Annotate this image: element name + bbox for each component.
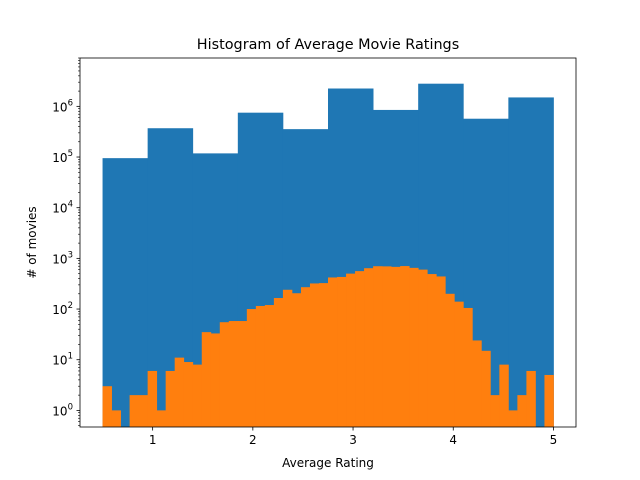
histogram-bar xyxy=(544,374,554,427)
histogram-bar xyxy=(364,268,374,427)
histogram-bar xyxy=(282,289,293,427)
x-axis-label: Average Rating xyxy=(282,456,374,470)
x-tick-label: 2 xyxy=(249,433,257,447)
x-axis-ticks: 1 2 3 4 5 xyxy=(149,427,557,447)
histogram-bar xyxy=(165,370,176,427)
y-axis-label: # of movies xyxy=(25,206,39,278)
histogram-bar xyxy=(291,293,302,427)
histogram-bar xyxy=(445,293,455,427)
histogram-bar xyxy=(490,395,500,427)
x-tick-label: 1 xyxy=(149,433,157,447)
histogram-bar xyxy=(373,266,383,427)
histogram-bar xyxy=(309,283,320,427)
histogram-bar xyxy=(138,395,149,427)
histogram-bar xyxy=(300,287,311,427)
histogram-bar xyxy=(463,307,473,427)
histogram-bar xyxy=(346,273,356,427)
histogram-bar xyxy=(237,321,248,427)
histogram-bar xyxy=(400,266,410,427)
series-2-bars xyxy=(102,266,554,427)
histogram-bar xyxy=(391,266,401,427)
histogram-bar xyxy=(318,283,329,427)
histogram-bar xyxy=(111,410,121,427)
histogram-bar xyxy=(156,410,167,427)
x-tick-label: 4 xyxy=(449,433,457,447)
histogram-bar xyxy=(273,298,284,427)
x-tick-label: 3 xyxy=(349,433,357,447)
histogram-bar xyxy=(427,274,437,427)
histogram-bar xyxy=(328,277,338,427)
histogram-bar xyxy=(526,370,536,427)
histogram-bar xyxy=(481,350,491,427)
histogram-bar xyxy=(228,321,239,427)
histogram-bar xyxy=(472,340,482,427)
histogram-bar xyxy=(210,333,221,427)
histogram-bar xyxy=(102,386,112,427)
histogram-bar xyxy=(499,364,509,427)
histogram-bar xyxy=(418,269,428,427)
histogram-bar xyxy=(147,370,158,427)
histogram-bar xyxy=(219,322,230,427)
histogram-bar xyxy=(174,357,185,427)
histogram-bar xyxy=(337,276,347,427)
histogram-bar xyxy=(409,267,419,427)
histogram-bar xyxy=(382,266,392,427)
histogram-bar xyxy=(192,364,203,427)
histogram-bar xyxy=(517,395,527,427)
plot-frame xyxy=(79,57,577,428)
histogram-bar xyxy=(255,305,266,427)
x-tick-label: 5 xyxy=(550,433,558,447)
histogram-bar xyxy=(102,158,149,427)
histogram-bar xyxy=(201,332,212,427)
histogram-bar xyxy=(129,395,140,427)
histogram-bar xyxy=(183,362,194,427)
histogram-bar xyxy=(355,271,365,427)
chart-title: Histogram of Average Movie Ratings xyxy=(197,37,459,53)
bars-layer xyxy=(102,83,554,428)
histogram-bar xyxy=(454,301,464,427)
histogram-bar xyxy=(264,305,275,427)
histogram-bar xyxy=(436,276,446,427)
histogram-bar xyxy=(246,309,257,427)
histogram-bar xyxy=(508,410,518,427)
